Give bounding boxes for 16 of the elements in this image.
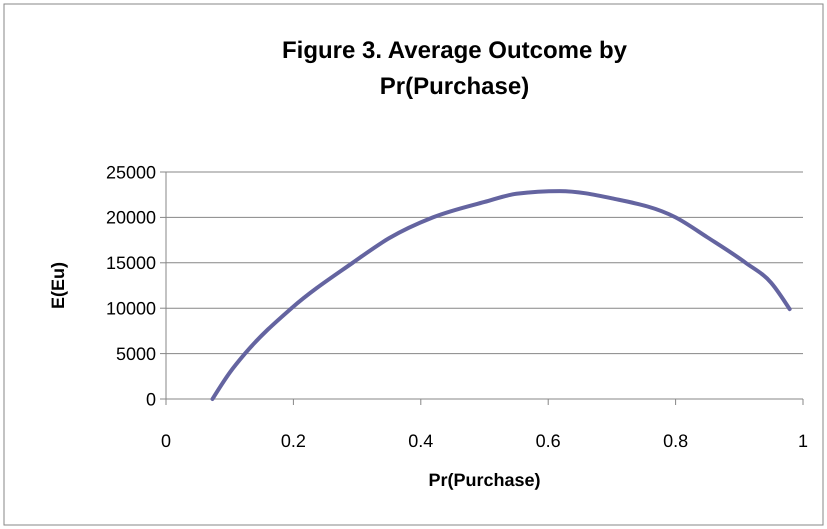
x-tick-label: 0.8 xyxy=(663,431,688,451)
x-axis-title: Pr(Purchase) xyxy=(428,470,541,490)
y-tick-label: 15000 xyxy=(106,253,156,274)
y-axis-title: E(Eu) xyxy=(48,262,68,309)
x-tick-label: 0.2 xyxy=(280,431,306,451)
x-tick-label: 1 xyxy=(798,431,808,451)
y-tick-label: 5000 xyxy=(116,344,156,364)
x-tick-label: 0 xyxy=(160,431,172,451)
y-tick-label: 20000 xyxy=(106,208,156,228)
y-tick-label: 25000 xyxy=(106,162,156,182)
y-tick-label: 0 xyxy=(146,389,156,410)
x-tick-label: 0.4 xyxy=(408,431,434,451)
x-tick-label: 0.6 xyxy=(536,431,561,451)
line-series xyxy=(210,189,792,401)
chart-title: Figure 3. Average Outcome by Pr(Purchase) xyxy=(282,37,628,100)
y-tick-label: 10000 xyxy=(106,298,156,318)
